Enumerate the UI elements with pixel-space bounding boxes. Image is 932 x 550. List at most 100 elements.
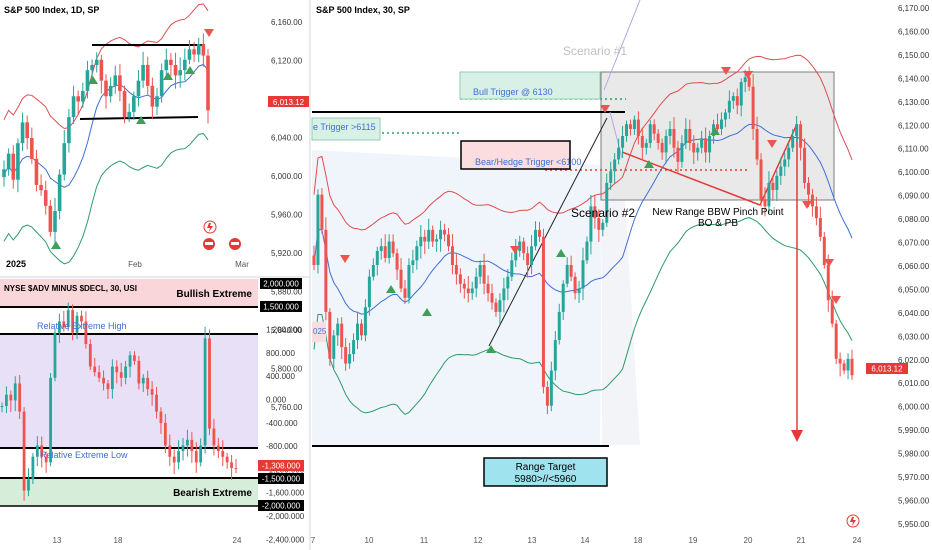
breadth-candle bbox=[53, 332, 57, 378]
intraday-candle bbox=[700, 138, 704, 148]
intraday-candle bbox=[803, 147, 807, 183]
breadth-tick-label: 0.000 bbox=[266, 396, 287, 405]
intraday-candle bbox=[842, 363, 846, 371]
intraday-candle bbox=[799, 124, 803, 148]
intraday-candle bbox=[502, 288, 506, 301]
intraday-candle bbox=[640, 136, 644, 148]
intraday-candle bbox=[846, 358, 850, 371]
breadth-candle bbox=[27, 479, 30, 491]
bearish-extreme-label: Bearish Extreme bbox=[173, 488, 252, 499]
intraday-candle bbox=[462, 283, 466, 289]
daily-candle bbox=[34, 158, 39, 185]
bear-trigger-label: Bear/Hedge Trigger <6100 bbox=[475, 157, 581, 167]
breadth-candle bbox=[119, 372, 123, 378]
breadth-candle bbox=[40, 445, 44, 457]
breadth-candle bbox=[80, 315, 83, 322]
daily-chart-panel: S&P 500 Index, 1D, SP 6,160.00 6,120.00 6,… bbox=[2, 3, 309, 412]
breadth-candle bbox=[186, 439, 189, 446]
intraday-candle bbox=[664, 136, 668, 153]
scenario-1-box bbox=[600, 71, 835, 201]
bull-trigger-box bbox=[459, 71, 601, 100]
intraday-candle bbox=[779, 166, 783, 176]
daily-price-tick-label: 6,160.00 bbox=[271, 18, 303, 27]
breadth-candle bbox=[71, 310, 75, 333]
breadth-tick-label: -2,400.000 bbox=[266, 535, 305, 544]
intraday-candle bbox=[458, 274, 462, 284]
breadth-candle bbox=[155, 394, 158, 412]
intraday-candle bbox=[834, 323, 838, 359]
intraday-candle bbox=[605, 182, 609, 223]
daily-candle bbox=[99, 59, 104, 81]
intraday-candle bbox=[617, 147, 621, 160]
intraday-candle bbox=[636, 119, 640, 136]
breadth-candle bbox=[221, 451, 225, 457]
breadth-candle bbox=[141, 377, 145, 384]
breadth-candle bbox=[216, 445, 220, 452]
daily-candle bbox=[145, 64, 150, 86]
daily-candle bbox=[57, 174, 62, 212]
intraday-candle bbox=[356, 323, 360, 341]
intraday-candle bbox=[814, 206, 818, 219]
intraday-candle bbox=[704, 138, 708, 153]
intraday-candle bbox=[371, 265, 375, 277]
daily-time-label-mar: Mar bbox=[235, 260, 249, 269]
intraday-price-tick-label: 6,020.00 bbox=[898, 356, 930, 365]
intraday-time-label: 7 bbox=[311, 536, 316, 545]
breadth-candle bbox=[203, 338, 207, 446]
breadth-candle bbox=[35, 445, 39, 457]
daily-price-tick-label: 5,920.00 bbox=[271, 249, 303, 258]
new-range-sublabel: BO & PB bbox=[698, 218, 738, 229]
intraday-candle bbox=[660, 143, 664, 153]
intraday-price-tick-label: 6,040.00 bbox=[898, 309, 930, 318]
daily-candle bbox=[43, 190, 48, 206]
intraday-candle bbox=[791, 136, 795, 148]
intraday-signal-triangles bbox=[340, 67, 841, 353]
intraday-candle bbox=[411, 260, 415, 265]
daily-candle bbox=[118, 75, 122, 92]
intraday-candle bbox=[415, 246, 419, 261]
intraday-candle bbox=[727, 100, 731, 113]
intraday-candle bbox=[688, 128, 692, 144]
daily-candle bbox=[173, 64, 178, 76]
intraday-candle bbox=[696, 147, 700, 153]
intraday-time-label: 20 bbox=[744, 536, 753, 545]
breadth-candle bbox=[133, 355, 136, 361]
breadth-tick-label: -2,000.000 bbox=[266, 512, 305, 521]
intraday-candle bbox=[506, 276, 510, 289]
daily-candle bbox=[53, 211, 57, 232]
intraday-price-tick-label: 6,110.00 bbox=[898, 145, 929, 154]
breadth-candle bbox=[102, 377, 105, 384]
intraday-price-axis: 6,170.00 6,160.00 6,150.00 6,140.00 6,130.00… bbox=[898, 4, 930, 529]
breadth-candle bbox=[115, 366, 119, 373]
tag-value bbox=[258, 460, 304, 471]
daily-chart-title: S&P 500 Index, 1D, SP bbox=[4, 5, 99, 15]
daily-candle bbox=[141, 64, 145, 81]
intraday-candle bbox=[597, 218, 601, 230]
breadth-candle bbox=[137, 360, 141, 384]
range-target-value: 5980>//<5960 bbox=[515, 474, 577, 485]
intraday-candle bbox=[723, 112, 727, 120]
left-cut-label: 025 bbox=[313, 327, 327, 336]
new-range-label: New Range BBW Pinch Point bbox=[652, 207, 783, 218]
intraday-candle bbox=[656, 133, 660, 144]
range-target-box bbox=[483, 457, 608, 487]
intraday-candle bbox=[375, 250, 379, 265]
intraday-candle bbox=[625, 124, 629, 136]
intraday-candle bbox=[850, 358, 854, 376]
breadth-tick-label: 1,200.000 bbox=[266, 326, 302, 335]
intraday-candle bbox=[435, 239, 439, 242]
intraday-candle bbox=[336, 323, 340, 336]
breadth-candle bbox=[234, 468, 238, 469]
breadth-candle bbox=[124, 366, 128, 378]
intraday-candle bbox=[423, 236, 427, 242]
intraday-candle bbox=[593, 206, 597, 219]
daily-price-tag-text: 6,013.12 bbox=[273, 98, 305, 107]
intraday-chart-panel: Bull Trigger @ 6130 e Trigger >6115 Bear… bbox=[311, 0, 930, 545]
breadth-candle bbox=[97, 372, 101, 378]
intraday-candle bbox=[363, 307, 367, 336]
daily-candle bbox=[159, 70, 164, 97]
intraday-candle bbox=[320, 194, 324, 230]
daily-candle bbox=[183, 59, 187, 71]
intraday-price-tick-label: 6,070.00 bbox=[898, 239, 930, 248]
daily-price-tick-label: 5,800.00 bbox=[271, 365, 303, 374]
